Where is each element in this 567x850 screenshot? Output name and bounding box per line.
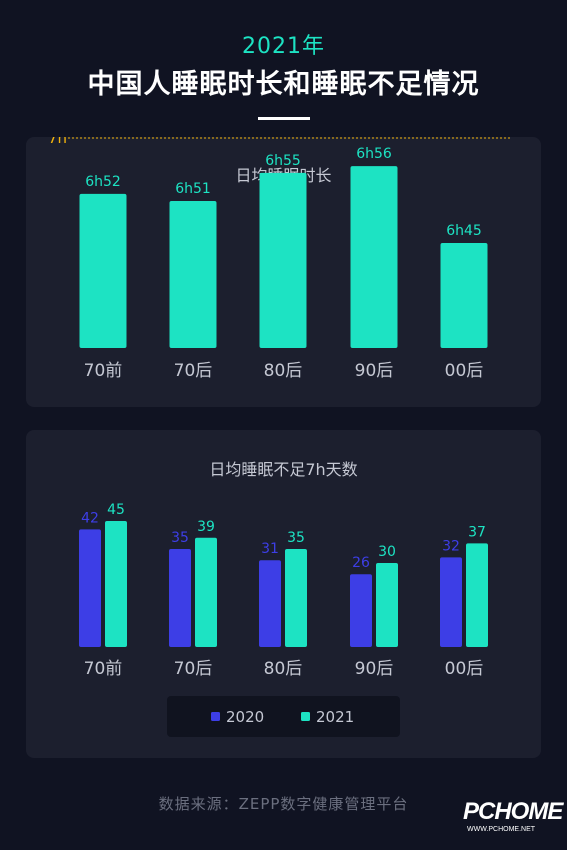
- bar-70后: [169, 201, 217, 348]
- value-label: 35: [171, 530, 189, 546]
- value-label: 6h45: [446, 223, 482, 239]
- value-label: 6h51: [175, 181, 211, 197]
- category-label: 80后: [264, 361, 303, 381]
- pchome-logo: PCHOME WWW.PCHOME.NET: [461, 794, 563, 840]
- bar-80后: [259, 172, 307, 348]
- title-divider: [258, 117, 310, 120]
- value-label: 6h56: [356, 146, 392, 162]
- logo-url: WWW.PCHOME.NET: [467, 826, 536, 833]
- page-title: 中国人睡眠时长和睡眠不足情况: [87, 69, 480, 100]
- year-label: 2021年: [242, 34, 325, 59]
- bar-2021-70后: [195, 537, 217, 647]
- category-label: 00后: [445, 659, 484, 679]
- value-label: 31: [261, 541, 279, 557]
- category-label: 90后: [355, 361, 394, 381]
- bar-2021-70前: [105, 521, 127, 647]
- value-label: 30: [378, 544, 396, 560]
- data-source: 数据来源：ZEPP数字健康管理平台: [158, 795, 409, 813]
- value-label: 42: [81, 510, 99, 526]
- value-label: 45: [107, 502, 125, 518]
- category-label: 70后: [174, 361, 213, 381]
- bar-2021-00后: [466, 543, 488, 647]
- legend-label-2020: 2020: [226, 708, 264, 726]
- bar-2021-90后: [376, 563, 398, 647]
- value-label: 6h55: [265, 153, 301, 169]
- value-label: 6h52: [85, 174, 121, 190]
- category-label: 70后: [174, 659, 213, 679]
- bar-2020-70前: [79, 529, 101, 647]
- sleep-duration-chart: 7h 6h52 70前 6h51 70后 6h55 80后 6h56 90后 6h45 00后: [48, 137, 510, 381]
- bar-2021-80后: [285, 549, 307, 647]
- value-label: 26: [352, 555, 370, 571]
- value-label: 37: [468, 524, 486, 540]
- category-label: 80后: [264, 659, 303, 679]
- bar-2020-00后: [440, 557, 462, 647]
- value-label: 39: [197, 519, 215, 535]
- bar-90后: [350, 166, 398, 348]
- bar-2020-80后: [259, 560, 281, 647]
- logo-text: PCHOME: [463, 798, 563, 825]
- chart2-title: 日均睡眠不足7h天数: [209, 460, 358, 479]
- legend-label-2021: 2021: [316, 708, 354, 726]
- bar-2020-70后: [169, 549, 191, 647]
- legend-box: [167, 696, 400, 737]
- bar-70前: [79, 193, 127, 348]
- sleep-shortage-chart: 42 35 31 26 32 45 39 35 30 37 70前 70后 80后 90后 00后 2020 2…: [79, 502, 488, 737]
- legend-swatch-2021: [301, 712, 310, 721]
- value-label: 32: [442, 538, 460, 554]
- sleep-duration-panel: 日均睡眠时长 7h6h5270前6h5170后6h5580后6h5690后6h4…: [26, 137, 541, 407]
- category-label: 70前: [84, 659, 123, 679]
- category-label: 90后: [355, 659, 394, 679]
- value-label: 35: [287, 530, 305, 546]
- bar-00后: [440, 243, 488, 348]
- category-label: 70前: [84, 361, 123, 381]
- legend-swatch-2020: [211, 712, 220, 721]
- sleep-shortage-panel: 日均睡眠不足7h天数 42 35 31 26 32 45 39 35 30 37 70前 70后 80后…: [26, 430, 541, 758]
- reference-line-label: 7h: [48, 137, 67, 147]
- category-label: 00后: [445, 361, 484, 381]
- bar-2020-90后: [350, 574, 372, 647]
